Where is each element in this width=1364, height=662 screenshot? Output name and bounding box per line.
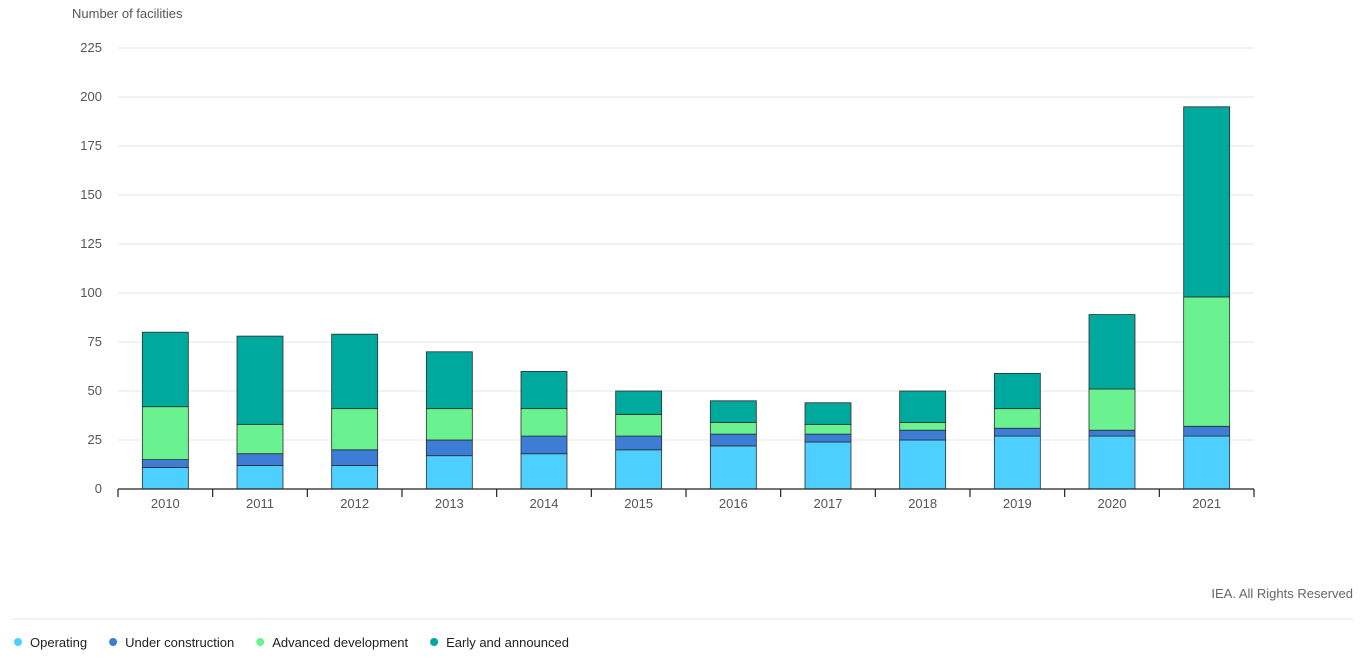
y-tick-label: 175: [80, 138, 102, 153]
x-tick-label: 2013: [435, 496, 464, 511]
bar-segment[interactable]: [1088, 388, 1136, 431]
bar-segment[interactable]: [615, 435, 663, 451]
bar-segment[interactable]: [899, 439, 947, 490]
y-tick-label: 125: [80, 236, 102, 251]
bar-segment[interactable]: [993, 372, 1041, 410]
y-tick-label: 75: [88, 334, 102, 349]
bar-segment[interactable]: [331, 333, 379, 410]
bar-segment[interactable]: [236, 453, 284, 466]
bar-segment[interactable]: [1088, 435, 1136, 490]
legend-item[interactable]: Advanced development: [256, 635, 408, 650]
bar-segment[interactable]: [804, 433, 852, 443]
bar-segment[interactable]: [236, 465, 284, 490]
bar-segment[interactable]: [899, 429, 947, 441]
legend-item[interactable]: Under construction: [109, 635, 234, 650]
y-tick-label: 25: [88, 432, 102, 447]
bar-segment[interactable]: [899, 390, 947, 423]
legend-label: Early and announced: [446, 635, 569, 650]
bar-segment[interactable]: [1183, 106, 1231, 298]
x-tick-label: 2020: [1098, 496, 1127, 511]
x-tick-label: 2017: [814, 496, 843, 511]
bar-segment[interactable]: [993, 427, 1041, 437]
x-tick-label: 2014: [530, 496, 559, 511]
legend-swatch: [256, 638, 265, 646]
legend-label: Advanced development: [272, 635, 408, 650]
bar-segment[interactable]: [331, 408, 379, 451]
y-tick-label: 100: [80, 285, 102, 300]
y-tick-label: 150: [80, 187, 102, 202]
bar-segment[interactable]: [520, 370, 568, 410]
y-tick-label: 0: [95, 481, 102, 496]
bar-segment[interactable]: [141, 406, 189, 460]
y-axis-title: Number of facilities: [72, 6, 183, 21]
x-tick-label: 2021: [1192, 496, 1221, 511]
bar-segment[interactable]: [520, 408, 568, 437]
bar-segment[interactable]: [236, 335, 284, 425]
bar-segment[interactable]: [141, 467, 189, 490]
bar-segment[interactable]: [615, 390, 663, 415]
y-tick-label: 225: [80, 40, 102, 55]
bar-segment[interactable]: [141, 459, 189, 468]
bar-segment[interactable]: [709, 400, 757, 423]
legend-label: Under construction: [125, 635, 234, 650]
y-tick-label: 200: [80, 89, 102, 104]
bar-segment[interactable]: [520, 453, 568, 490]
x-tick-label: 2011: [246, 496, 274, 511]
legend-swatch: [430, 638, 439, 646]
bar-segment[interactable]: [1088, 314, 1136, 390]
x-tick-labels: 2010 2011 2012 2013 2014 2015 2016 2017 2018 2019…: [151, 496, 1221, 511]
bar-segment[interactable]: [993, 435, 1041, 490]
bar-segment[interactable]: [425, 455, 473, 490]
bar-segment[interactable]: [425, 408, 473, 441]
legend[interactable]: Operating Under construction Advanced deve…: [14, 635, 569, 650]
bar-segment[interactable]: [709, 445, 757, 490]
bar-segment[interactable]: [1183, 425, 1231, 437]
y-tick-labels: 0 25 50 75 100 125 150 175 200 225: [80, 40, 102, 496]
credit-text: IEA. All Rights Reserved: [1211, 586, 1353, 601]
legend-label: Operating: [30, 635, 87, 650]
legend-swatch: [14, 638, 22, 646]
bar-segment[interactable]: [1183, 435, 1231, 490]
bar-segment[interactable]: [331, 465, 379, 490]
bar-segment[interactable]: [425, 351, 473, 410]
bar-segment[interactable]: [141, 331, 189, 408]
bar-segment[interactable]: [804, 402, 852, 425]
bar-segment[interactable]: [804, 423, 852, 435]
bars: [141, 106, 1231, 490]
bar-segment[interactable]: [520, 435, 568, 455]
bar-segment[interactable]: [709, 433, 757, 447]
x-tick-label: 2018: [908, 496, 937, 511]
x-axis: [117, 488, 1255, 497]
bar-segment[interactable]: [425, 439, 473, 457]
x-tick-label: 2015: [624, 496, 653, 511]
bar-segment[interactable]: [993, 408, 1041, 429]
x-tick-label: 2012: [340, 496, 369, 511]
x-tick-label: 2010: [151, 496, 180, 511]
bar-segment[interactable]: [615, 414, 663, 437]
bar-segment[interactable]: [236, 423, 284, 455]
bar-segment[interactable]: [709, 421, 757, 435]
bar-segment[interactable]: [899, 421, 947, 431]
legend-item[interactable]: Operating: [14, 635, 87, 650]
x-tick-label: 2019: [1003, 496, 1032, 511]
legend-swatch: [109, 638, 118, 646]
bar-segment[interactable]: [615, 449, 663, 490]
bar-segment[interactable]: [1088, 429, 1136, 437]
y-tick-label: 50: [88, 383, 102, 398]
legend-item[interactable]: Early and announced: [430, 635, 569, 650]
bar-segment[interactable]: [1183, 296, 1231, 427]
bar-segment[interactable]: [331, 449, 379, 466]
bar-segment[interactable]: [804, 441, 852, 490]
gridlines: [118, 47, 1254, 441]
x-tick-label: 2016: [719, 496, 748, 511]
